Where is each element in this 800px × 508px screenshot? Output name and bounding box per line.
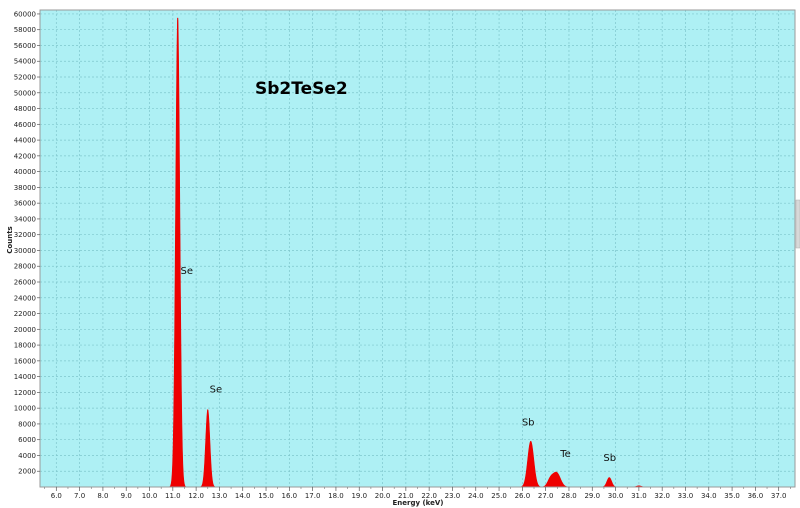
x-tick-label: 14.0 [235, 492, 251, 500]
x-axis-title: Energy (keV) [392, 499, 443, 507]
x-tick-label: 19.0 [351, 492, 367, 500]
y-tick-label: 44000 [14, 137, 36, 145]
y-tick-label: 54000 [14, 58, 36, 66]
y-tick-label: 32000 [14, 231, 36, 239]
x-tick-label: 8.0 [97, 492, 108, 500]
y-tick-label: 8000 [18, 420, 36, 428]
x-tick-label: 12.0 [188, 492, 204, 500]
vertical-scrollbar[interactable] [795, 199, 800, 249]
x-tick-label: 23.0 [445, 492, 461, 500]
x-tick-label: 33.0 [678, 492, 694, 500]
peak-label-se: Se [210, 384, 223, 395]
y-tick-label: 48000 [14, 105, 36, 113]
y-tick-label: 24000 [14, 294, 36, 302]
x-tick-label: 35.0 [724, 492, 740, 500]
x-tick-label: 21.0 [398, 492, 414, 500]
peak-label-te: Te [559, 449, 571, 460]
x-tick-label: 9.0 [121, 492, 132, 500]
x-tick-label: 24.0 [468, 492, 484, 500]
x-axis-ticks: 6.0 7.0 8.0 9.0 10.0 11.0 12.0 13.0 14.0 15.0 16.0… [44, 487, 791, 500]
y-tick-label: 42000 [14, 152, 36, 160]
x-tick-label: 10.0 [142, 492, 158, 500]
y-tick-label: 20000 [14, 326, 36, 334]
peak-label-sb: Sb [522, 418, 535, 429]
y-tick-label: 46000 [14, 121, 36, 129]
y-axis-title: Counts [6, 226, 14, 253]
x-tick-label: 36.0 [748, 492, 764, 500]
y-tick-label: 40000 [14, 168, 36, 176]
x-tick-label: 34.0 [701, 492, 717, 500]
x-tick-label: 27.0 [538, 492, 554, 500]
y-tick-label: 60000 [14, 10, 36, 18]
y-tick-label: 58000 [14, 26, 36, 34]
y-tick-label: 56000 [14, 42, 36, 50]
y-tick-label: 34000 [14, 215, 36, 223]
x-tick-label: 18.0 [328, 492, 344, 500]
y-tick-label: 16000 [14, 357, 36, 365]
x-tick-label: 17.0 [305, 492, 321, 500]
chart-title: Sb2TeSe2 [255, 79, 348, 99]
x-tick-label: 13.0 [212, 492, 228, 500]
y-tick-label: 50000 [14, 89, 36, 97]
y-tick-label: 4000 [18, 452, 36, 460]
x-tick-label: 25.0 [491, 492, 507, 500]
x-tick-label: 16.0 [282, 492, 298, 500]
y-tick-label: 22000 [14, 310, 36, 318]
peak-label-se: Se [181, 266, 194, 277]
y-tick-label: 36000 [14, 200, 36, 208]
x-tick-label: 30.0 [608, 492, 624, 500]
plot-background [40, 10, 795, 487]
grid [40, 10, 795, 487]
x-tick-label: 26.0 [515, 492, 531, 500]
y-tick-label: 2000 [18, 468, 36, 476]
y-tick-label: 52000 [14, 74, 36, 82]
peak-label-sb: Sb [603, 453, 616, 464]
y-axis-ticks: 2000 4000 6000 8000 10000 12000 14000 16000 1800… [14, 10, 40, 476]
x-tick-label: 6.0 [51, 492, 62, 500]
y-tick-label: 12000 [14, 389, 36, 397]
y-tick-label: 38000 [14, 184, 36, 192]
x-tick-label: 32.0 [654, 492, 670, 500]
x-tick-label: 28.0 [561, 492, 577, 500]
peak-labels: Se Se Sb Te Sb [181, 266, 617, 464]
x-tick-label: 15.0 [258, 492, 274, 500]
x-tick-label: 11.0 [165, 492, 181, 500]
y-tick-label: 18000 [14, 342, 36, 350]
y-tick-label: 14000 [14, 373, 36, 381]
y-tick-label: 26000 [14, 279, 36, 287]
x-tick-label: 31.0 [631, 492, 647, 500]
x-tick-label: 7.0 [74, 492, 85, 500]
y-tick-label: 6000 [18, 436, 36, 444]
x-tick-label: 22.0 [421, 492, 437, 500]
y-tick-label: 30000 [14, 247, 36, 255]
y-tick-label: 28000 [14, 263, 36, 271]
x-tick-label: 29.0 [584, 492, 600, 500]
x-tick-label: 37.0 [771, 492, 787, 500]
x-tick-label: 20.0 [375, 492, 391, 500]
y-tick-label: 10000 [14, 405, 36, 413]
